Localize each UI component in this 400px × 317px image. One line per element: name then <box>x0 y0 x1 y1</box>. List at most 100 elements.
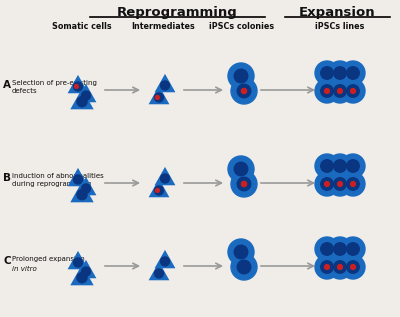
Circle shape <box>347 160 359 172</box>
Polygon shape <box>70 182 94 202</box>
Circle shape <box>160 257 170 266</box>
Circle shape <box>321 178 333 190</box>
Polygon shape <box>154 74 175 92</box>
Circle shape <box>242 181 246 187</box>
Text: Induction of abnormalities
during reprogramming: Induction of abnormalities during reprog… <box>12 173 104 187</box>
Circle shape <box>321 67 333 79</box>
Circle shape <box>156 189 159 192</box>
Circle shape <box>237 84 251 98</box>
Circle shape <box>82 267 90 276</box>
Text: iPSCs lines: iPSCs lines <box>315 22 365 31</box>
Circle shape <box>328 154 352 178</box>
Circle shape <box>325 88 330 94</box>
Polygon shape <box>70 265 94 285</box>
Circle shape <box>341 79 365 103</box>
Circle shape <box>328 172 352 196</box>
Polygon shape <box>68 168 88 186</box>
Text: A: A <box>3 80 11 90</box>
Circle shape <box>315 79 339 103</box>
Circle shape <box>334 67 346 79</box>
Circle shape <box>74 85 78 88</box>
Text: Selection of pre-existing
defects: Selection of pre-existing defects <box>12 80 97 94</box>
Text: B: B <box>3 173 11 183</box>
Circle shape <box>347 67 359 79</box>
Circle shape <box>242 88 246 94</box>
Circle shape <box>325 265 330 269</box>
Text: C: C <box>3 256 11 266</box>
Circle shape <box>160 174 170 183</box>
Circle shape <box>334 243 346 255</box>
Circle shape <box>74 258 82 267</box>
Circle shape <box>228 63 254 89</box>
Circle shape <box>350 265 355 269</box>
Text: iPSCs colonies: iPSCs colonies <box>210 22 274 31</box>
Circle shape <box>160 81 170 90</box>
Circle shape <box>315 172 339 196</box>
Circle shape <box>154 186 164 195</box>
Text: in vitro: in vitro <box>12 266 37 272</box>
Circle shape <box>237 260 251 274</box>
Circle shape <box>341 172 365 196</box>
Circle shape <box>321 243 333 255</box>
Circle shape <box>338 182 342 186</box>
Circle shape <box>328 79 352 103</box>
Polygon shape <box>149 86 170 104</box>
Circle shape <box>315 61 339 85</box>
Circle shape <box>154 93 164 102</box>
Circle shape <box>231 78 257 104</box>
Text: Somatic cells: Somatic cells <box>52 22 112 31</box>
Polygon shape <box>149 262 170 280</box>
Circle shape <box>77 190 87 200</box>
Circle shape <box>328 237 352 261</box>
Circle shape <box>334 178 346 190</box>
Circle shape <box>228 156 254 182</box>
Polygon shape <box>76 260 96 278</box>
Circle shape <box>321 85 333 97</box>
Polygon shape <box>76 84 96 102</box>
Circle shape <box>347 261 359 273</box>
Circle shape <box>82 91 90 100</box>
Circle shape <box>156 95 159 100</box>
Text: Expansion: Expansion <box>299 6 376 19</box>
Circle shape <box>77 273 87 283</box>
Circle shape <box>154 269 164 278</box>
Circle shape <box>315 237 339 261</box>
Circle shape <box>234 69 248 83</box>
Circle shape <box>341 61 365 85</box>
Circle shape <box>341 154 365 178</box>
Polygon shape <box>76 177 96 195</box>
Circle shape <box>77 97 87 107</box>
Circle shape <box>237 177 251 191</box>
Circle shape <box>325 182 330 186</box>
Circle shape <box>347 85 359 97</box>
Circle shape <box>338 88 342 94</box>
Circle shape <box>321 261 333 273</box>
Circle shape <box>341 237 365 261</box>
Circle shape <box>334 85 346 97</box>
Circle shape <box>74 82 82 91</box>
Circle shape <box>82 184 90 193</box>
Circle shape <box>350 88 355 94</box>
Circle shape <box>334 261 346 273</box>
Circle shape <box>74 175 82 184</box>
Circle shape <box>341 255 365 279</box>
Circle shape <box>315 154 339 178</box>
Circle shape <box>234 245 248 259</box>
Polygon shape <box>154 167 175 185</box>
Text: Prolonged expansion: Prolonged expansion <box>12 256 87 262</box>
Circle shape <box>347 243 359 255</box>
Polygon shape <box>70 89 94 109</box>
Circle shape <box>328 255 352 279</box>
Polygon shape <box>149 179 170 197</box>
Polygon shape <box>68 75 88 93</box>
Circle shape <box>231 254 257 280</box>
Text: Intermediates: Intermediates <box>131 22 195 31</box>
Polygon shape <box>154 250 175 268</box>
Circle shape <box>321 160 333 172</box>
Text: Reprogramming: Reprogramming <box>117 6 238 19</box>
Circle shape <box>234 162 248 176</box>
Circle shape <box>228 239 254 265</box>
Circle shape <box>334 160 346 172</box>
Circle shape <box>338 265 342 269</box>
Circle shape <box>347 178 359 190</box>
